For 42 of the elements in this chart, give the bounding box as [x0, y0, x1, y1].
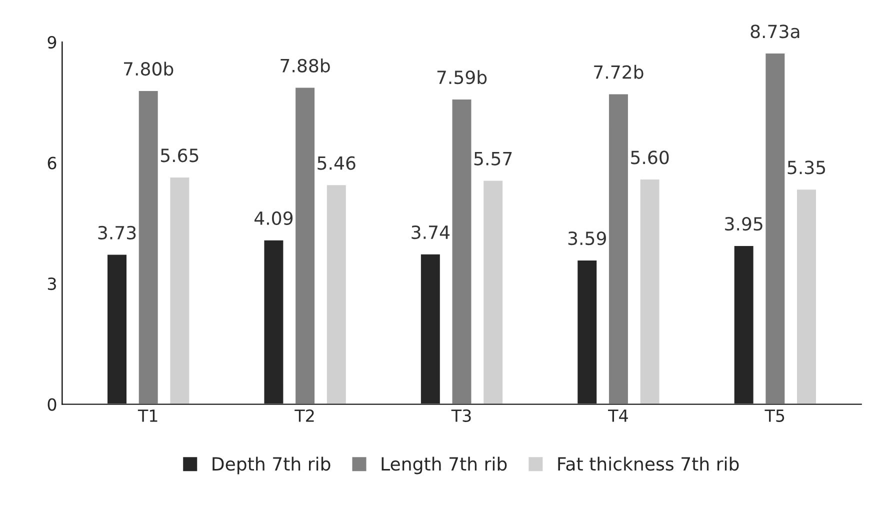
bar [450, 98, 473, 404]
legend-label: Length 7th rib [382, 456, 507, 474]
bar [576, 259, 598, 404]
bar [262, 238, 285, 404]
data-label: 3.74 [412, 225, 450, 240]
data-label: 4.09 [254, 211, 293, 226]
y-tick-label: 9 [48, 36, 56, 49]
bar [732, 244, 755, 404]
bar [168, 176, 191, 404]
data-label: 5.46 [318, 156, 356, 170]
legend-label: Depth 7th rib [212, 456, 330, 474]
bar [482, 179, 504, 404]
bar [294, 86, 316, 404]
data-label: 3.59 [568, 231, 606, 246]
data-label: 7.80b [124, 62, 174, 76]
bar [326, 184, 348, 404]
data-label: 8.73a [750, 24, 800, 38]
y-tick-label: 3 [48, 277, 56, 290]
data-label: 7.59b [437, 70, 487, 84]
bar [137, 90, 160, 404]
data-label: 3.73 [98, 226, 136, 240]
data-label: 5.65 [160, 148, 198, 162]
data-label: 5.57 [474, 152, 512, 166]
data-label: 5.35 [788, 160, 826, 174]
x-tick-label: T2 [294, 409, 314, 422]
x-tick-label: T5 [764, 410, 784, 422]
bar [420, 253, 442, 404]
x-tick-label: T3 [451, 409, 471, 422]
data-label: 7.88b [280, 58, 330, 72]
y-tick-label: 6 [48, 156, 56, 170]
bar [638, 178, 661, 404]
data-label: 3.95 [725, 216, 762, 231]
legend-label: Fat thickness 7th rib [558, 456, 739, 471]
x-tick-label: T1 [138, 410, 158, 422]
y-tick-label: 0 [48, 398, 56, 411]
data-label: 5.60 [631, 150, 669, 164]
bar [106, 253, 128, 404]
bar [608, 92, 630, 404]
x-tick-label: T4 [608, 410, 628, 422]
data-label: 7.72b [594, 64, 644, 79]
bar [764, 52, 786, 404]
bar [796, 188, 818, 404]
